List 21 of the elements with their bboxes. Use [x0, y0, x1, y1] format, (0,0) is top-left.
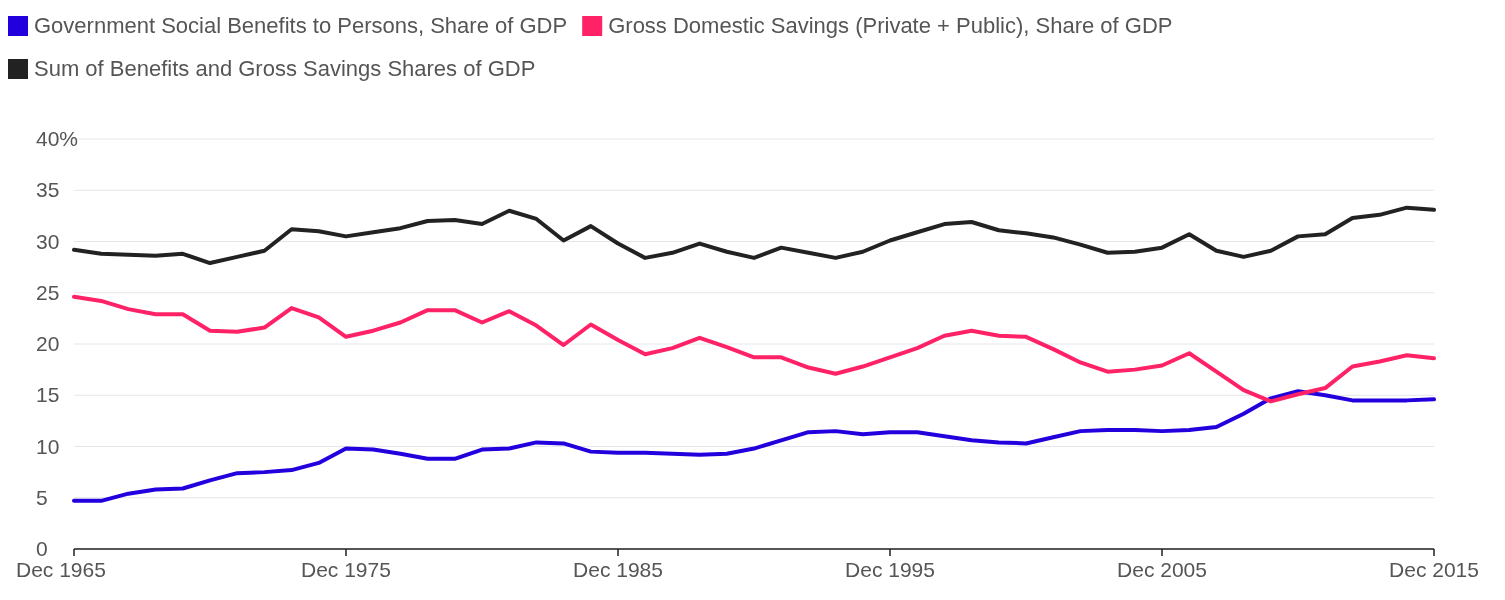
x-tick-label: Dec 2015 [1389, 558, 1479, 581]
y-tick-label: 35 [36, 178, 60, 202]
y-tick-label: 20 [36, 332, 60, 355]
x-tick-label: Dec 1965 [16, 558, 106, 581]
legend-label: Gross Domestic Savings (Private + Public), Share of GDP [608, 13, 1173, 38]
x-tick-label: Dec 1975 [301, 558, 391, 581]
line-series [72, 389, 1436, 503]
y-tick-label: 0 [36, 537, 48, 560]
y-tick-label: 25 [36, 280, 60, 304]
x-tick-label: Dec 1985 [573, 558, 663, 581]
y-tick-label: 15 [36, 383, 60, 407]
line-series [72, 294, 1436, 404]
y-tick-label: 40% [36, 127, 79, 150]
x-tick-label: Dec 2005 [1117, 558, 1207, 581]
legend-label: Government Social Benefits to Persons, Share of GDP [34, 13, 568, 38]
y-tick-label: 30 [36, 229, 60, 253]
y-tick-label: 10 [36, 434, 60, 458]
y-tick-label: 5 [36, 485, 48, 509]
x-tick-label: Dec 1995 [845, 558, 935, 581]
legend-label: Sum of Benefits and Gross Savings Shares of GDP [34, 56, 536, 81]
line-series [72, 205, 1436, 266]
